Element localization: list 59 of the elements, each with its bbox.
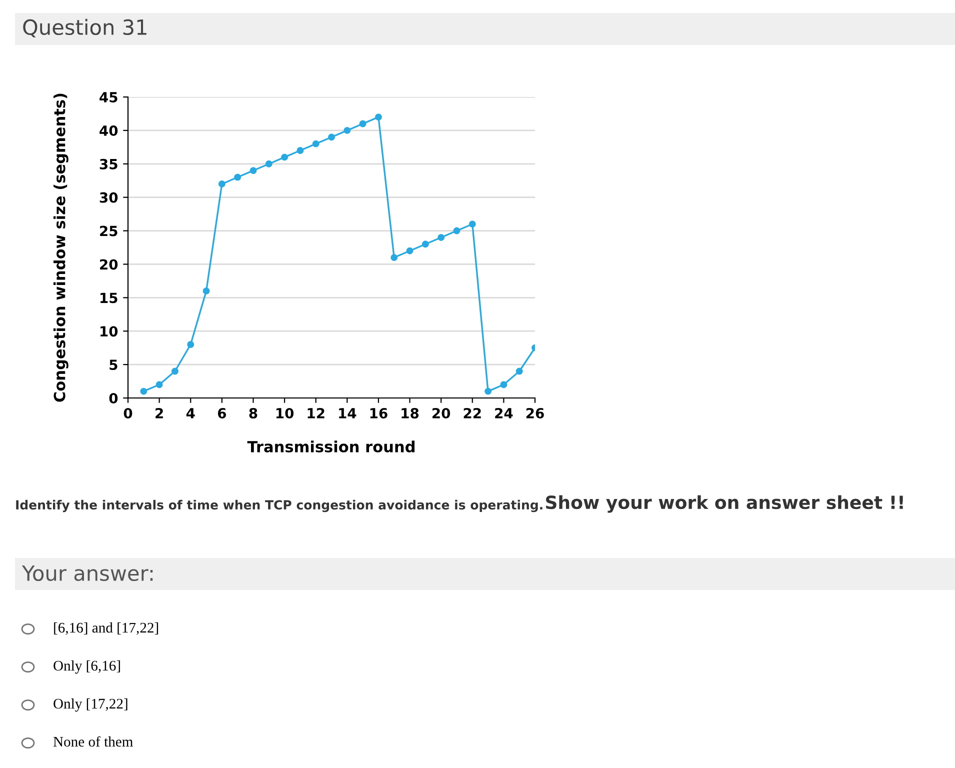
point bbox=[390, 254, 398, 262]
point bbox=[438, 234, 445, 241]
x-tick-label: 12 bbox=[308, 408, 324, 418]
x-tick-label: 4 bbox=[186, 408, 195, 418]
point bbox=[484, 388, 492, 395]
x-axis-title: Transmission round bbox=[247, 440, 414, 452]
point bbox=[312, 140, 320, 148]
x-tick-label: 0 bbox=[124, 408, 132, 418]
point bbox=[328, 134, 335, 141]
point bbox=[500, 381, 508, 388]
text: Only [6,16] bbox=[54, 660, 120, 674]
text: Only [17,22] bbox=[54, 698, 128, 712]
point bbox=[296, 147, 304, 154]
x-tick-label: 26 bbox=[526, 408, 544, 418]
x-tick-label: 24 bbox=[495, 408, 513, 418]
point bbox=[344, 126, 351, 134]
point bbox=[250, 167, 257, 174]
x-tick-label: 18 bbox=[402, 408, 419, 418]
point bbox=[374, 114, 382, 121]
y-tick-label: 0 bbox=[109, 392, 118, 404]
point bbox=[140, 388, 148, 395]
y-tick-label: 40 bbox=[100, 125, 118, 136]
point bbox=[516, 368, 523, 375]
y-tick-label: 15 bbox=[100, 292, 118, 304]
x-tick-label: 14 bbox=[339, 408, 356, 418]
point bbox=[468, 220, 476, 228]
y-axis-title: Congestion window size (segments) bbox=[53, 94, 68, 402]
y-tick-label: 35 bbox=[100, 158, 118, 170]
point bbox=[218, 180, 226, 188]
y-tick-label: 30 bbox=[100, 192, 118, 203]
y-tick-label: 25 bbox=[100, 226, 118, 236]
x-tick-label: 10 bbox=[276, 408, 294, 418]
point bbox=[234, 174, 242, 181]
point bbox=[281, 154, 288, 161]
point bbox=[202, 288, 210, 294]
text: Identify the intervals of time when TCP congestion avoidance is operating. bbox=[16, 500, 542, 512]
x-tick-label: 22 bbox=[464, 408, 481, 418]
chart-title: Question 31 bbox=[23, 18, 146, 38]
point bbox=[453, 227, 460, 234]
y-tick-label: 20 bbox=[100, 259, 118, 270]
point bbox=[406, 247, 414, 254]
x-tick-label: 16 bbox=[370, 408, 388, 418]
point bbox=[265, 160, 272, 168]
text: None of them bbox=[53, 736, 133, 747]
point bbox=[187, 341, 194, 348]
point bbox=[156, 381, 163, 388]
x-tick-label: 8 bbox=[249, 408, 258, 418]
y-tick-label: 10 bbox=[100, 326, 118, 337]
y-tick-label: 5 bbox=[110, 360, 118, 370]
x-tick-label: 6 bbox=[218, 408, 226, 418]
text: [6,16] and [17,22] bbox=[54, 622, 158, 635]
x-tick-label: 20 bbox=[432, 408, 450, 418]
text: Show your work on answer sheet !! bbox=[546, 495, 903, 513]
point bbox=[171, 368, 178, 375]
point bbox=[422, 240, 429, 248]
x-tick-label: 2 bbox=[156, 408, 163, 418]
y-tick-label: 45 bbox=[100, 92, 118, 102]
point bbox=[359, 120, 366, 128]
text: Your answer: bbox=[22, 566, 153, 582]
